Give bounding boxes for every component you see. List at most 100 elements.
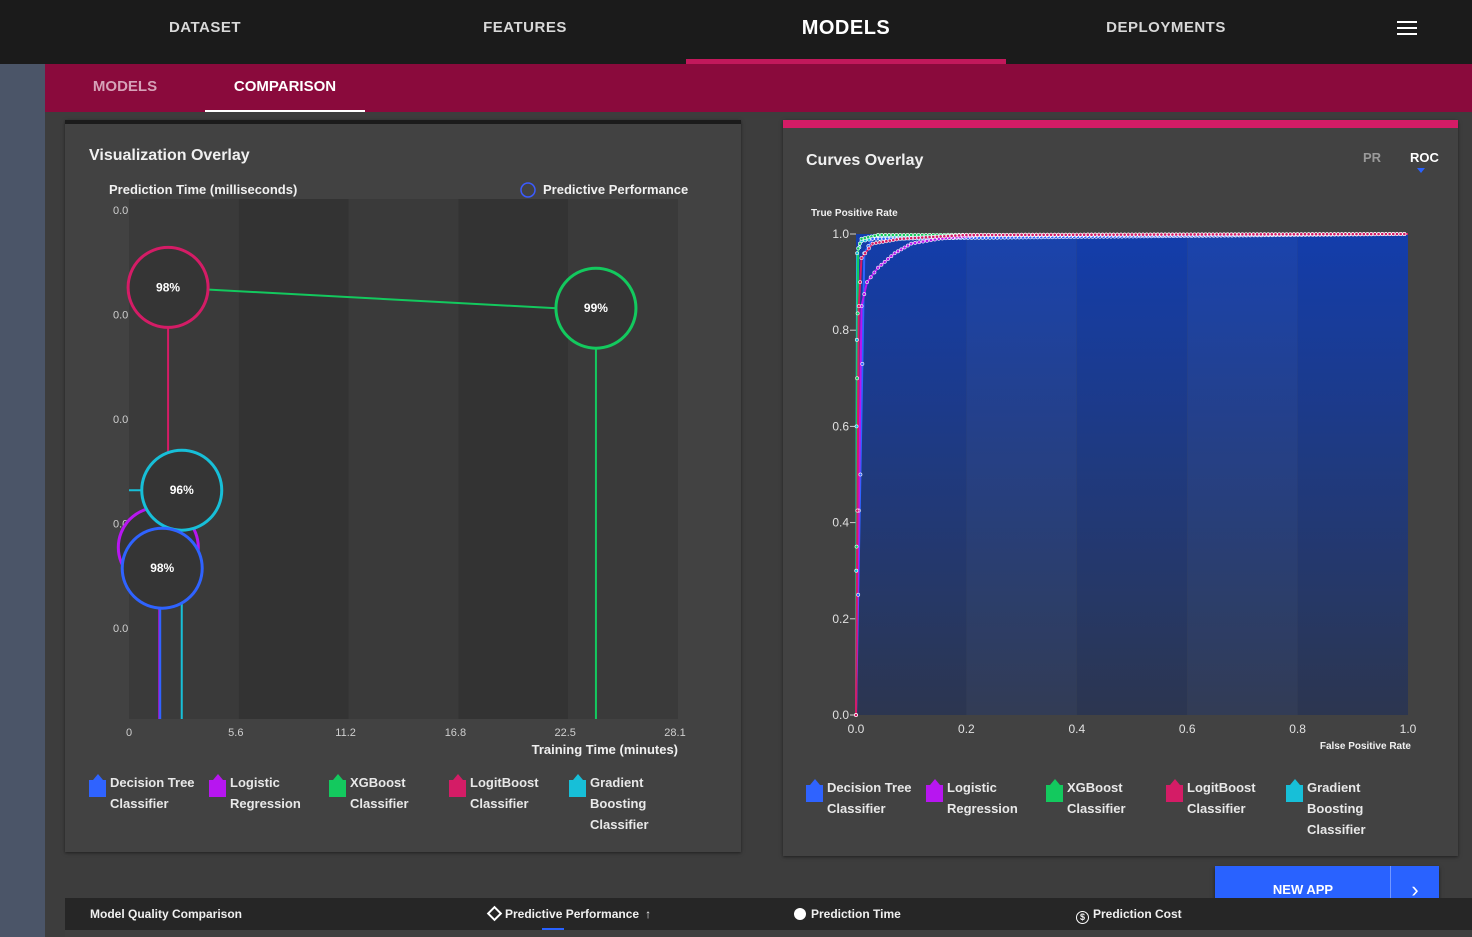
sort-prediction-time[interactable]: Prediction Time [794,898,901,930]
tab-deployments[interactable]: DEPLOYMENTS [1106,19,1226,36]
tab-models[interactable]: MODELS [686,0,1006,64]
chevron-right-icon: › [1411,877,1419,902]
legend-label: Decision Tree Classifier [827,780,912,816]
pr-toggle[interactable]: PR [1363,150,1382,165]
roc-point [971,233,976,237]
roc-point [887,233,892,237]
roc-point [855,251,860,256]
roc-legend-item[interactable]: XGBoost Classifier [1046,777,1166,840]
plot-area [1187,234,1298,715]
legend-swatch-icon [806,779,823,802]
roc-point [1203,232,1208,237]
roc-point [975,233,980,237]
roc-point [1350,232,1355,237]
roc-point [1317,232,1322,237]
legend-label: Logistic Regression [230,775,301,811]
roc-point [1225,232,1230,237]
roc-point [855,311,860,316]
roc-point [874,236,879,241]
roc-point [953,233,958,238]
comparison-title: Model Quality Comparison [90,907,243,921]
roc-point [1041,232,1046,237]
roc-point [921,239,925,244]
roc-point [856,246,861,251]
roc-point [917,240,921,245]
roc-point [1214,232,1219,237]
visualization-overlay-card: Visualization Overlay Prediction Time (m… [65,120,741,852]
roc-point [1166,232,1171,237]
roc-point [854,568,859,573]
viz-legend-item[interactable]: Gradient Boosting Classifier [569,772,689,835]
roc-point [960,233,965,238]
roc-legend: Decision Tree Classifier Logistic Regress… [806,777,1406,840]
plot-band [1187,234,1297,715]
roc-point [1155,232,1160,237]
menu-icon[interactable] [1397,21,1417,35]
roc-point [938,234,943,239]
tab-features[interactable]: FEATURES [483,19,567,36]
roc-point [1372,232,1377,236]
performance-bubble [126,245,210,329]
legend-swatch-icon [1046,779,1063,802]
roc-point [1012,232,1017,237]
card-top-border [65,120,741,124]
x-tick-label: 0.8 [1289,722,1306,736]
roc-legend-item[interactable]: Decision Tree Classifier [806,777,926,840]
prediction-cost-label: Prediction Cost [1093,907,1182,921]
subtab-comparison[interactable]: COMPARISON [205,64,365,112]
legend-label: Decision Tree Classifier [110,775,195,811]
roc-legend-item[interactable]: Gradient Boosting Classifier [1286,777,1406,840]
roc-point [1137,232,1142,237]
x-axis-label: False Positive Rate [1320,741,1412,752]
prediction-time-label: Prediction Time [811,907,901,921]
viz-legend-item[interactable]: Logistic Regression [209,772,329,835]
roc-point [865,280,869,285]
roc-point [898,236,903,241]
roc-point [909,236,914,241]
roc-point [964,233,969,237]
viz-legend-item[interactable]: LogitBoost Classifier [449,772,569,835]
roc-point [1328,232,1333,237]
plot-area [1076,234,1188,715]
roc-point [1391,232,1396,236]
viz-overlay-title: Visualization Overlay [89,147,250,164]
roc-legend-item[interactable]: LogitBoost Classifier [1166,777,1286,840]
roc-point [1236,232,1241,237]
roc-point [890,233,895,237]
roc-point [1295,232,1300,237]
roc-point [868,275,873,280]
card-top-border [783,120,1458,128]
roc-point [881,239,885,244]
y-tick-label: 0.0 [113,205,128,217]
viz-legend-item[interactable]: XGBoost Classifier [329,772,449,835]
x-tick-label: 0 [126,727,132,739]
subtab-models[interactable]: MODELS [92,78,158,95]
roc-point [1321,232,1326,237]
roc-point [870,236,875,241]
roc-point [1229,232,1234,237]
legend-label: XGBoost Classifier [1067,780,1126,816]
roc-legend-item[interactable]: Logistic Regression [926,777,1046,840]
tab-dataset[interactable]: DATASET [168,19,242,36]
roc-toggle[interactable]: ROC [1410,150,1439,165]
plot-area [966,234,1077,715]
y-axis-label: True Positive Rate [811,208,898,219]
x-tick-label: 0.2 [958,722,975,736]
roc-point [1085,232,1090,237]
roc-point [884,239,889,244]
roc-point [1045,232,1050,237]
sort-predictive-performance[interactable]: Predictive Performance ↑ [486,898,651,930]
y-axis-label: Prediction Time (milliseconds) [109,182,297,197]
new-app-label: NEW APP [1272,882,1334,897]
viz-legend-item[interactable]: Decision Tree Classifier [89,772,209,835]
roc-point [1023,232,1028,237]
roc-point [1071,232,1076,237]
roc-point [1336,232,1340,237]
roc-point [990,233,995,237]
sort-prediction-cost[interactable]: $ Prediction Cost [1076,898,1182,930]
connector-line [168,286,596,312]
x-tick-label: 0.0 [848,722,865,736]
legend-label: Gradient Boosting Classifier [1307,780,1366,837]
roc-point [1376,232,1381,236]
plot-band [458,199,569,719]
